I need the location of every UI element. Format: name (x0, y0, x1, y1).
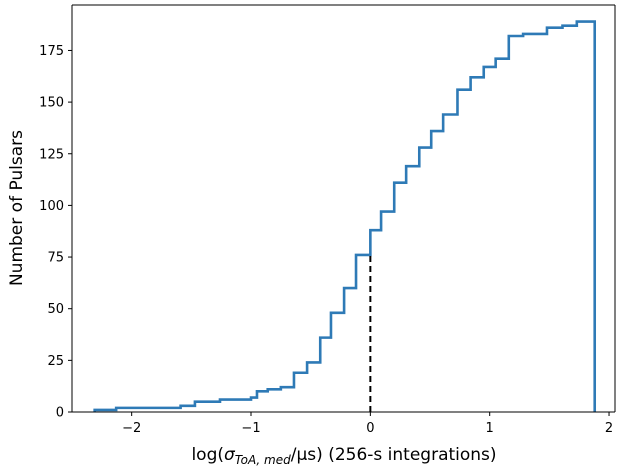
x-axis-label: log(σToA, med/μs) (256-s integrations) (191, 445, 496, 467)
x-tick-label: −1 (241, 421, 260, 436)
x-axis-label-subscript: ToA, med (235, 453, 291, 467)
y-tick-label: 50 (47, 302, 64, 317)
y-tick-label: 150 (39, 96, 64, 111)
x-axis-label-prefix: log( (191, 445, 224, 465)
y-tick-label: 25 (47, 354, 64, 369)
y-tick-label: 0 (56, 406, 64, 421)
x-tick-label: 1 (486, 421, 494, 436)
x-axis-label-sigma: σ (224, 445, 236, 465)
plot-area: −2 −1 0 1 2 0 25 50 75 100 125 150 175 (39, 4, 616, 436)
y-axis-label: Number of Pulsars (7, 130, 27, 286)
y-tick-label: 100 (39, 199, 64, 214)
y-tick-label: 125 (39, 147, 64, 162)
axes-frame (71, 4, 616, 413)
histogram-step-line-0 (93, 20, 597, 412)
y-ticks: 0 25 50 75 100 125 150 175 (39, 44, 72, 421)
x-axis-label-unit: /μs (291, 445, 317, 465)
x-ticks: −2 −1 0 1 2 (122, 412, 613, 436)
y-tick-label: 175 (39, 44, 64, 59)
y-tick-label: 75 (47, 251, 64, 266)
x-tick-label: 0 (366, 421, 374, 436)
x-tick-label: 2 (605, 421, 613, 436)
data-layer (93, 20, 597, 412)
x-tick-label: −2 (122, 421, 141, 436)
x-axis-label-suffix: ) (256-s integrations) (316, 445, 496, 465)
